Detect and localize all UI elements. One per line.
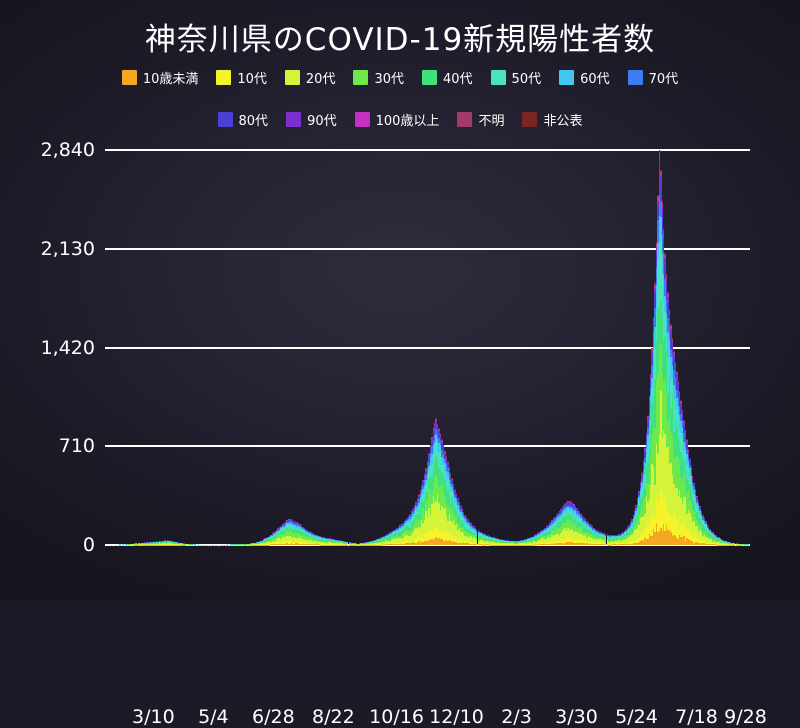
legend-label: 100歳以上: [376, 110, 440, 129]
chart-root: 神奈川県のCOVID-19新規陽性者数 10歳未満 10代 20代 30代 40代 50代…: [0, 0, 800, 600]
legend-item[interactable]: 90代: [286, 110, 337, 129]
legend-label: 70代: [649, 68, 679, 87]
legend-label: 80代: [239, 110, 269, 129]
legend-swatch-icon: [559, 70, 574, 85]
legend-swatch-icon: [216, 70, 231, 85]
y-tick-label: 0: [0, 534, 95, 556]
legend-item[interactable]: 30代: [353, 68, 404, 87]
legend-label: 非公表: [543, 110, 582, 129]
legend-row-upper: 10歳未満 10代 20代 30代 40代 50代 60代 70代: [0, 68, 800, 87]
legend-item[interactable]: 10歳未満: [122, 68, 199, 87]
legend-item[interactable]: 40代: [422, 68, 473, 87]
legend-item[interactable]: 非公表: [522, 110, 582, 129]
y-tick-label: 710: [0, 435, 95, 457]
legend-swatch-icon: [628, 70, 643, 85]
legend-swatch-icon: [522, 112, 537, 127]
legend-item[interactable]: 100歳以上: [355, 110, 440, 129]
legend-swatch-icon: [286, 112, 301, 127]
legend-swatch-icon: [218, 112, 233, 127]
legend-item[interactable]: 10代: [216, 68, 267, 87]
legend-item[interactable]: 20代: [285, 68, 336, 87]
legend-swatch-icon: [355, 112, 370, 127]
legend-swatch-icon: [422, 70, 437, 85]
legend-label: 50代: [512, 68, 542, 87]
y-tick-label: 1,420: [0, 337, 95, 359]
legend-swatch-icon: [457, 112, 472, 127]
legend-label: 60代: [580, 68, 610, 87]
legend-label: 10代: [237, 68, 267, 87]
legend-item[interactable]: 50代: [491, 68, 542, 87]
legend-swatch-icon: [285, 70, 300, 85]
legend-swatch-icon: [491, 70, 506, 85]
legend-swatch-icon: [353, 70, 368, 85]
legend-swatch-icon: [122, 70, 137, 85]
legend-label: 不明: [478, 110, 504, 129]
stacked-bars: [105, 150, 750, 545]
legend-label: 10歳未満: [143, 68, 199, 87]
y-tick-label: 2,840: [0, 139, 95, 161]
legend-row-lower: 80代 90代 100歳以上 不明 非公表: [0, 110, 800, 129]
legend-item[interactable]: 60代: [559, 68, 610, 87]
legend-item[interactable]: 不明: [457, 110, 504, 129]
legend-label: 30代: [374, 68, 404, 87]
page-title: 神奈川県のCOVID-19新規陽性者数: [0, 14, 800, 59]
y-tick-label: 2,130: [0, 238, 95, 260]
legend-item[interactable]: 80代: [218, 110, 269, 129]
legend-item[interactable]: 70代: [628, 68, 679, 87]
legend-label: 40代: [443, 68, 473, 87]
legend-label: 90代: [307, 110, 337, 129]
legend-label: 20代: [306, 68, 336, 87]
